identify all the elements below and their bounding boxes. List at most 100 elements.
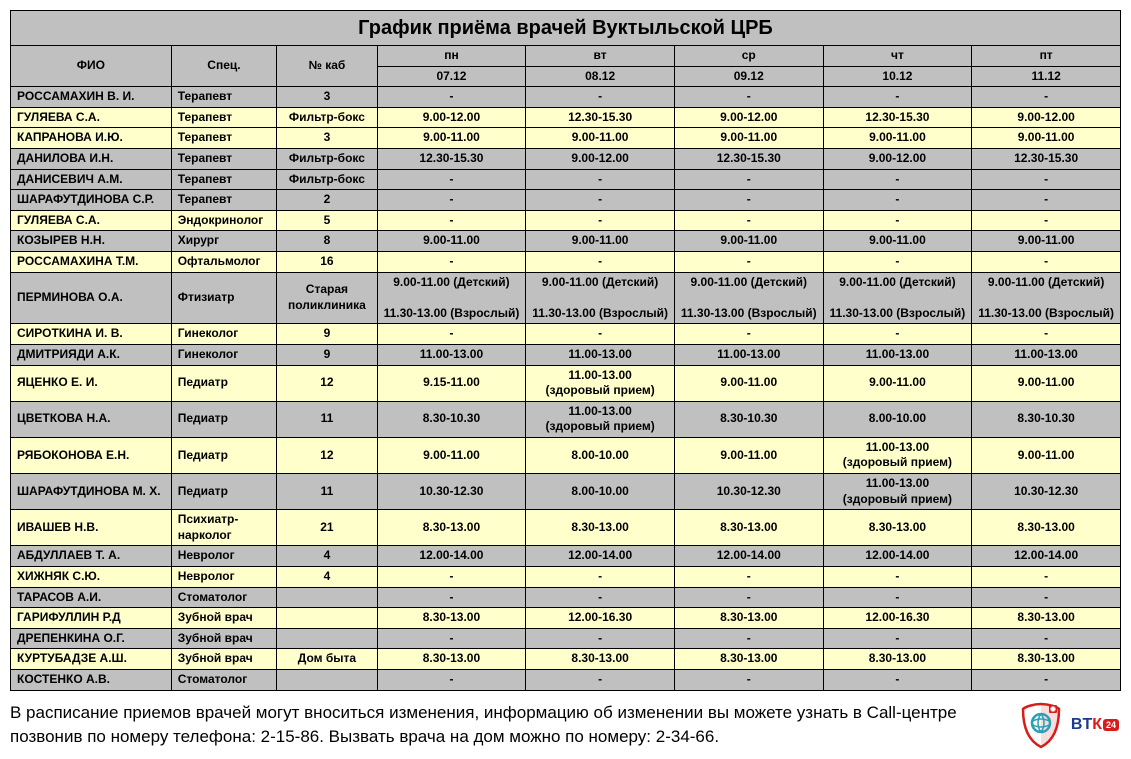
doctor-name: КОСТЕНКО А.В.	[11, 670, 172, 691]
doctor-spec: Психиатр-нарколог	[171, 510, 276, 546]
doctor-spec: Терапевт	[171, 107, 276, 128]
schedule-cell: 11.00-13.00	[674, 344, 823, 365]
schedule-cell: -	[526, 190, 675, 211]
doctor-spec: Терапевт	[171, 148, 276, 169]
doctor-cab: 9	[277, 324, 377, 345]
doctor-name: АБДУЛЛАЕВ Т. А.	[11, 546, 172, 567]
schedule-cell: 11.00-13.00 (здоровый прием)	[823, 437, 972, 473]
doctor-spec: Педиатр	[171, 474, 276, 510]
col-date-4: 11.12	[972, 66, 1121, 87]
schedule-cell: -	[526, 324, 675, 345]
schedule-cell: -	[972, 190, 1121, 211]
schedule-cell: 11.00-13.00 (здоровый прием)	[823, 474, 972, 510]
schedule-cell: -	[972, 587, 1121, 608]
table-row: ДАНИСЕВИЧ А.М.ТерапевтФильтр-бокс-----	[11, 169, 1121, 190]
table-row: ДРЕПЕНКИНА О.Г.Зубной врач-----	[11, 628, 1121, 649]
schedule-cell: -	[526, 670, 675, 691]
schedule-cell: 8.30-13.00	[526, 649, 675, 670]
schedule-cell: -	[823, 587, 972, 608]
schedule-cell: -	[526, 567, 675, 588]
schedule-cell: -	[674, 628, 823, 649]
schedule-cell: 9.00-11.00	[972, 365, 1121, 401]
schedule-cell: -	[823, 169, 972, 190]
schedule-cell: 9.00-11.00	[674, 231, 823, 252]
doctor-name: ЯЦЕНКО Е. И.	[11, 365, 172, 401]
table-row: КОСТЕНКО А.В.Стоматолог-----	[11, 670, 1121, 691]
table-row: ДАНИЛОВА И.Н.ТерапевтФильтр-бокс12.30-15…	[11, 148, 1121, 169]
col-day-fri: пт	[972, 46, 1121, 67]
doctor-spec: Эндокринолог	[171, 210, 276, 231]
logo-group: ВТК24	[1019, 701, 1121, 749]
schedule-cell: -	[526, 87, 675, 108]
doctor-spec: Терапевт	[171, 169, 276, 190]
schedule-cell: -	[674, 567, 823, 588]
col-spec: Спец.	[171, 46, 276, 87]
schedule-cell: -	[972, 628, 1121, 649]
table-row: РОССАМАХИНА Т.М.Офтальмолог16-----	[11, 251, 1121, 272]
schedule-cell: 9.00-12.00	[972, 107, 1121, 128]
doctor-spec: Фтизиатр	[171, 272, 276, 324]
col-day-wed: ср	[674, 46, 823, 67]
schedule-cell: -	[674, 190, 823, 211]
schedule-cell: 8.30-13.00	[674, 608, 823, 629]
doctor-spec: Терапевт	[171, 190, 276, 211]
schedule-cell: -	[377, 210, 526, 231]
schedule-cell: 9.00-11.00 (Детский) 11.30-13.00 (Взросл…	[972, 272, 1121, 324]
doctor-spec: Терапевт	[171, 128, 276, 149]
footer-text: В расписание приемов врачей могут вносит…	[10, 701, 1019, 749]
doctor-name: ШАРАФУТДИНОВА С.Р.	[11, 190, 172, 211]
schedule-cell: -	[972, 210, 1121, 231]
doctor-cab: 11	[277, 401, 377, 437]
doctor-cab	[277, 670, 377, 691]
table-row: СИРОТКИНА И. В.Гинеколог9-----	[11, 324, 1121, 345]
schedule-cell: 8.00-10.00	[823, 401, 972, 437]
schedule-cell: 9.00-12.00	[674, 107, 823, 128]
table-row: ШАРАФУТДИНОВА С.Р.Терапевт2-----	[11, 190, 1121, 211]
schedule-cell: -	[674, 87, 823, 108]
col-date-1: 08.12	[526, 66, 675, 87]
table-row: ПЕРМИНОВА О.А.ФтизиатрСтарая поликлиника…	[11, 272, 1121, 324]
doctor-cab: 3	[277, 87, 377, 108]
schedule-cell: 9.00-11.00	[972, 128, 1121, 149]
schedule-cell: 8.30-13.00	[972, 510, 1121, 546]
doctor-cab: 9	[277, 344, 377, 365]
col-date-0: 07.12	[377, 66, 526, 87]
doctor-name: ГУЛЯЕВА С.А.	[11, 210, 172, 231]
doctor-name: ДМИТРИЯДИ А.К.	[11, 344, 172, 365]
schedule-cell: 8.30-13.00	[972, 649, 1121, 670]
schedule-cell: 11.00-13.00	[823, 344, 972, 365]
schedule-cell: -	[377, 251, 526, 272]
doctor-cab: 12	[277, 437, 377, 473]
doctor-cab: Дом быта	[277, 649, 377, 670]
schedule-cell: 12.30-15.30	[972, 148, 1121, 169]
doctor-name: ГУЛЯЕВА С.А.	[11, 107, 172, 128]
col-cab: № каб	[277, 46, 377, 87]
col-fio: ФИО	[11, 46, 172, 87]
doctor-name: РОССАМАХИНА Т.М.	[11, 251, 172, 272]
doctor-spec: Зубной врач	[171, 608, 276, 629]
schedule-cell: 10.30-12.30	[972, 474, 1121, 510]
doctor-spec: Зубной врач	[171, 649, 276, 670]
doctor-cab: 4	[277, 546, 377, 567]
table-row: КУРТУБАДЗЕ А.Ш.Зубной врачДом быта 8.30-1…	[11, 649, 1121, 670]
doctor-name: ДАНИЛОВА И.Н.	[11, 148, 172, 169]
doctor-name: КУРТУБАДЗЕ А.Ш.	[11, 649, 172, 670]
col-day-mon: пн	[377, 46, 526, 67]
doctor-name: КАПРАНОВА И.Ю.	[11, 128, 172, 149]
schedule-cell: 8.30-13.00	[377, 510, 526, 546]
schedule-cell: 12.00-16.30	[823, 608, 972, 629]
doctor-cab: 5	[277, 210, 377, 231]
schedule-cell: -	[377, 87, 526, 108]
schedule-cell: 8.30-13.00	[377, 608, 526, 629]
schedule-cell: -	[377, 670, 526, 691]
schedule-cell: 9.00-11.00 (Детский) 11.30-13.00 (Взросл…	[377, 272, 526, 324]
table-row: КОЗЫРЕВ Н.Н.Хирург89.00-11.009.00-11.009…	[11, 231, 1121, 252]
doctor-cab: Фильтр-бокс	[277, 169, 377, 190]
table-title: График приёма врачей Вуктыльской ЦРБ	[11, 11, 1121, 46]
schedule-cell: 9.00-11.00 (Детский) 11.30-13.00 (Взросл…	[674, 272, 823, 324]
schedule-cell: -	[823, 670, 972, 691]
doctor-name: ЦВЕТКОВА Н.А.	[11, 401, 172, 437]
schedule-cell: -	[674, 169, 823, 190]
doctor-spec: Невролог	[171, 567, 276, 588]
schedule-cell: 11.00-13.00 (здоровый прием)	[526, 401, 675, 437]
